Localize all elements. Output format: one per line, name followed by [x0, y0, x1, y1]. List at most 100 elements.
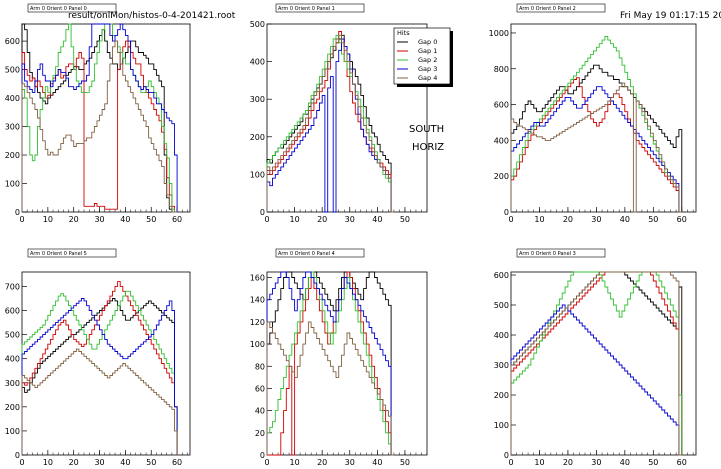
panel-title-text: Arm 0 Orient 0 Panel 5: [30, 251, 87, 257]
plot-frame: [510, 271, 697, 456]
x-tick-label: 40: [120, 458, 130, 467]
legend-entry: Gap 2: [418, 56, 437, 64]
y-tick-label: 200: [250, 133, 265, 142]
annotation-horiz: HORIZ: [412, 142, 444, 153]
x-tick-label: 10: [534, 215, 544, 224]
x-tick-label: 20: [69, 215, 79, 224]
x-tick-label: 0: [264, 215, 269, 224]
y-tick-label: 400: [250, 58, 265, 67]
x-tick-label: 50: [146, 458, 156, 467]
series-line-gap-0: [510, 64, 683, 212]
series-line-gap-3: [510, 86, 682, 213]
y-tick-label: 200: [494, 391, 509, 400]
x-tick-label: 30: [591, 458, 601, 467]
x-tick-label: 30: [345, 458, 355, 467]
y-tick-label: 800: [494, 65, 509, 74]
series-line-gap-4: [510, 82, 682, 213]
series-line-gap-1: [21, 281, 178, 455]
y-tick-label: 300: [5, 123, 20, 132]
y-tick-label: 400: [5, 94, 20, 103]
y-tick-label: 140: [250, 296, 265, 305]
x-tick-label: 0: [264, 458, 269, 467]
y-tick-label: 100: [250, 170, 265, 179]
panel-title-box: [27, 3, 117, 13]
panel-title-box: [275, 248, 365, 258]
panel-title-box: [275, 3, 365, 13]
panel-title-box: [27, 248, 117, 258]
x-tick-label: 10: [289, 458, 299, 467]
y-tick-label: 160: [250, 274, 265, 283]
series-line-gap-3: [510, 304, 682, 456]
y-tick-label: 200: [494, 172, 509, 181]
x-tick-label: 50: [648, 458, 658, 467]
series-line-gap-3: [21, 23, 178, 212]
chart-panel-3: Arm 0 Orient 0 Panel 50 10 20 30 40 50 6001002…: [5, 248, 191, 467]
panel-title-text: Arm 0 Orient 0 Panel 1: [278, 6, 335, 12]
x-tick-label: 40: [372, 215, 382, 224]
panel-title: Arm 0 Orient 0 Panel 1: [275, 3, 365, 13]
y-tick-label: 600: [494, 101, 509, 110]
series-line-gap-4: [266, 34, 394, 213]
panel-title: Arm 0 Orient 0 Panel 3: [516, 248, 606, 258]
x-tick-label: 10: [289, 215, 299, 224]
y-tick-label: 40: [255, 407, 265, 416]
series-line-gap-1: [510, 271, 683, 455]
legend-entry: Gap 4: [418, 74, 437, 82]
y-tick-label: 80: [255, 362, 265, 371]
y-tick-label: 600: [5, 307, 20, 316]
y-tick-label: 0: [260, 208, 265, 217]
x-tick-label: 20: [69, 458, 79, 467]
panel-title-box: [516, 3, 606, 13]
x-tick-label: 0: [508, 215, 513, 224]
x-tick-label: 60: [172, 458, 182, 467]
series-line-gap-4: [266, 321, 394, 456]
x-tick-label: 60: [677, 215, 687, 224]
y-tick-label: 500: [494, 301, 509, 310]
x-tick-label: 40: [372, 458, 382, 467]
series-line-gap-2: [266, 271, 394, 456]
x-tick-label: 0: [19, 215, 24, 224]
panel-title-text: Arm 0 Orient 0 Panel 0: [30, 6, 87, 12]
x-tick-label: 40: [120, 215, 130, 224]
plot-frame: [266, 271, 428, 456]
x-tick-label: 10: [43, 215, 53, 224]
y-tick-label: 600: [494, 271, 509, 280]
y-tick-label: 0: [15, 208, 20, 217]
series-line-gap-4: [21, 40, 178, 213]
series-line-gap-3: [266, 38, 394, 213]
x-tick-label: 50: [400, 458, 410, 467]
y-tick-label: 0: [504, 208, 509, 217]
panel-title: Arm 0 Orient 0 Panel 5: [27, 248, 117, 258]
y-tick-label: 100: [5, 427, 20, 436]
x-tick-label: 30: [591, 215, 601, 224]
panel-title-box: [516, 248, 606, 258]
series-line-gap-1: [510, 77, 682, 213]
x-tick-label: 40: [620, 458, 630, 467]
panel-title-text: Arm 0 Orient 0 Panel 4: [278, 251, 335, 257]
y-tick-label: 400: [494, 136, 509, 145]
date-label: Fri May 19 01:17:15 2006: [620, 11, 721, 21]
panel-title-text: Arm 0 Orient 0 Panel 2: [519, 6, 576, 12]
legend-entry: Gap 3: [418, 65, 437, 73]
legend-title: Hits: [397, 29, 410, 37]
series-line-gap-1: [266, 31, 394, 213]
annotation-south: SOUTH: [409, 124, 444, 135]
x-tick-label: 60: [172, 215, 182, 224]
plot-frame: [21, 271, 191, 456]
series-line-gap-0: [21, 23, 178, 213]
y-tick-label: 60: [255, 384, 265, 393]
series-line-gap-3: [21, 298, 178, 455]
y-tick-label: 600: [5, 37, 20, 46]
x-tick-label: 10: [43, 458, 53, 467]
chart-panel-2: Arm 0 Orient 0 Panel 20 10 20 30 40 50 6002004…: [489, 3, 697, 224]
x-tick-label: 0: [19, 458, 24, 467]
series-line-gap-3: [266, 271, 394, 456]
series-line-gap-0: [21, 298, 178, 455]
y-tick-label: 0: [15, 451, 20, 460]
y-tick-label: 100: [250, 340, 265, 349]
x-tick-label: 0: [508, 458, 513, 467]
y-tick-label: 1000: [489, 29, 509, 38]
y-tick-label: 300: [5, 379, 20, 388]
